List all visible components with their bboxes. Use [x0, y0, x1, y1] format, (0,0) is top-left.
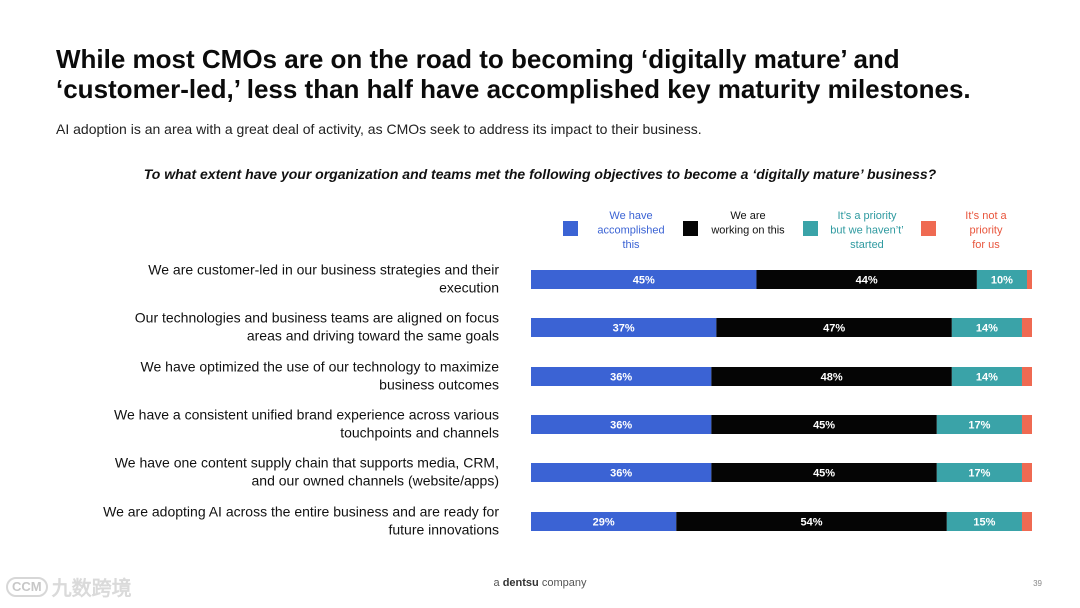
watermark-text: 九数跨境: [51, 578, 132, 600]
bar-0-series-0: [531, 270, 757, 289]
bar-0-series-1: [756, 270, 977, 289]
legend-label-1-line-1: working on this: [710, 225, 785, 237]
bar-5-series-2: [946, 512, 1022, 531]
bar-label-4-series-0: 36%: [610, 468, 632, 480]
bar-4-series-3: [1021, 463, 1032, 482]
legend-swatch-2: [803, 221, 818, 236]
bar-label-0-series-0: 45%: [633, 275, 655, 287]
legend-label-0-line-1: accomplished: [597, 225, 664, 237]
legend-label-1-line-0: We are: [730, 210, 765, 222]
slide-title-line-2: ‘customer-led,’ less than half have acco…: [56, 74, 971, 104]
bar-3-series-2: [936, 415, 1022, 434]
page-number: 39: [1033, 579, 1042, 588]
bar-label-2-series-2: 14%: [976, 372, 998, 384]
legend-label-2-line-1: but we haven’t’: [830, 225, 903, 237]
category-label-1-line-1: areas and driving toward the same goals: [247, 328, 499, 344]
bar-label-2-series-1: 48%: [821, 372, 843, 384]
category-label-2-line-0: We have optimized the use of our technol…: [141, 359, 500, 375]
bar-label-4-series-1: 45%: [813, 468, 835, 480]
bar-label-5-series-2: 15%: [973, 517, 995, 529]
bar-1-series-3: [1021, 318, 1032, 337]
category-label-2-line-1: business outcomes: [379, 377, 499, 393]
survey-question: To what extent have your organization an…: [143, 166, 937, 182]
footer-brand: a dentsu company: [0, 577, 1080, 589]
slide-title: While most CMOs are on the road to becom…: [56, 44, 1036, 104]
bar-label-4-series-2: 17%: [968, 468, 990, 480]
legend-label-3-line-0: It’s not a: [965, 210, 1007, 222]
legend-label-0-line-0: We have: [609, 210, 652, 222]
bar-label-3-series-2: 17%: [968, 420, 990, 432]
bar-4-series-1: [711, 463, 937, 482]
bar-5-series-0: [531, 512, 677, 531]
category-label-4-line-1: and our owned channels (website/apps): [252, 473, 500, 489]
bar-4-series-0: [531, 463, 712, 482]
bar-0-series-2: [976, 270, 1027, 289]
category-label-0-line-1: execution: [439, 280, 499, 296]
bar-4-series-2: [936, 463, 1022, 482]
legend-label-3-line-1: priority: [969, 225, 1003, 237]
bar-5-series-1: [676, 512, 947, 531]
bar-1-series-0: [531, 318, 717, 337]
bar-2-series-0: [531, 367, 712, 386]
legend-swatch-1: [683, 221, 698, 236]
bar-5-series-3: [1021, 512, 1032, 531]
legend-label-0-line-2: this: [622, 239, 640, 251]
category-label-1-line-0: Our technologies and business teams are …: [135, 310, 499, 326]
bar-2-series-2: [951, 367, 1022, 386]
bar-label-1-series-1: 47%: [823, 323, 845, 335]
watermark: CCM 九数跨境: [6, 572, 132, 601]
watermark-logo: CCM: [6, 576, 48, 597]
bar-1-series-1: [716, 318, 952, 337]
slide-title-line-1: While most CMOs are on the road to becom…: [56, 44, 900, 74]
bar-label-1-series-2: 14%: [976, 323, 998, 335]
bar-2-series-1: [711, 367, 952, 386]
category-label-4-line-0: We have one content supply chain that su…: [115, 455, 499, 471]
legend-swatch-3: [921, 221, 936, 236]
legend-swatch-0: [563, 221, 578, 236]
bar-label-5-series-1: 54%: [801, 517, 823, 529]
bar-label-5-series-0: 29%: [593, 517, 615, 529]
footer-suffix: company: [541, 577, 587, 589]
footer-prefix: a: [493, 577, 500, 589]
bar-label-3-series-1: 45%: [813, 420, 835, 432]
legend-label-3-line-2: for us: [972, 239, 1000, 251]
category-label-3-line-0: We have a consistent unified brand exper…: [114, 407, 499, 423]
bar-label-0-series-1: 44%: [856, 275, 878, 287]
bar-label-1-series-0: 37%: [613, 323, 635, 335]
category-label-0-line-0: We are customer-led in our business stra…: [148, 262, 499, 278]
bar-0-series-3: [1026, 270, 1032, 289]
bar-3-series-0: [531, 415, 712, 434]
category-label-3-line-1: touchpoints and channels: [340, 425, 499, 441]
bar-label-2-series-0: 36%: [610, 372, 632, 384]
footer-brand-name: dentsu: [502, 577, 539, 589]
slide-subtitle: AI adoption is an area with a great deal…: [56, 121, 702, 137]
bar-1-series-2: [951, 318, 1022, 337]
bar-3-series-1: [711, 415, 937, 434]
legend-label-2-line-0: It’s a priority: [837, 210, 897, 222]
legend-label-2-line-2: started: [850, 239, 884, 251]
bar-2-series-3: [1021, 367, 1032, 386]
bar-label-0-series-2: 10%: [991, 275, 1013, 287]
bar-label-3-series-0: 36%: [610, 420, 632, 432]
bar-3-series-3: [1021, 415, 1032, 434]
category-label-5-line-1: future innovations: [388, 522, 499, 538]
category-label-5-line-0: We are adopting AI across the entire bus…: [103, 504, 499, 520]
